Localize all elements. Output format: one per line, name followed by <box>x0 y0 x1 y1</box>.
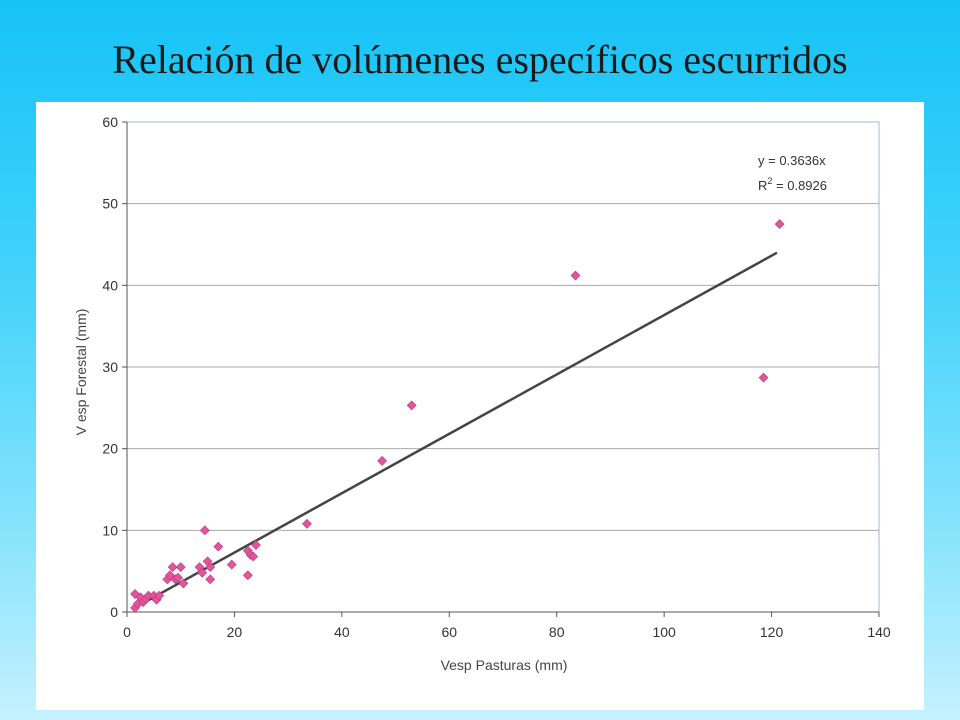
r-squared-superscript: 2 <box>767 176 772 186</box>
x-tick-label-20: 20 <box>227 624 243 640</box>
x-axis-title: Vesp Pasturas (mm) <box>441 657 568 673</box>
x-tick-label-0: 0 <box>123 624 131 640</box>
data-point-28 <box>248 551 259 562</box>
data-point-9 <box>154 590 165 601</box>
data-point-14 <box>173 572 183 583</box>
trendline-equation: y = 0.3636x <box>758 153 826 168</box>
data-point-16 <box>178 578 189 589</box>
y-tick-label-50: 50 <box>102 196 118 212</box>
y-tick-label-60: 60 <box>102 114 118 130</box>
data-point-19 <box>199 525 210 536</box>
y-tick-label-10: 10 <box>102 522 118 538</box>
data-point-15 <box>175 562 186 573</box>
y-tick-label-20: 20 <box>102 441 118 457</box>
data-point-32 <box>406 400 417 411</box>
data-point-34 <box>758 372 769 383</box>
scatter-chart: 0 10 20 30 40 50 60 0 20 40 60 80 100 120 140 Vesp Pa… <box>73 114 891 673</box>
y-tick-label-30: 30 <box>102 359 118 375</box>
y-axis-title: V esp Forestal (mm) <box>73 309 89 436</box>
data-point-29 <box>250 540 261 550</box>
trendline <box>134 251 778 609</box>
data-point-31 <box>377 455 388 466</box>
data-point-12 <box>167 562 178 573</box>
x-tick-label-100: 100 <box>652 624 676 640</box>
chart-panel: 0 10 20 30 40 50 60 0 20 40 60 80 100 120 140 Vesp Pa… <box>36 102 924 710</box>
data-point-25 <box>242 570 253 581</box>
r-squared-value: = 0.8926 <box>772 178 827 193</box>
x-tick-label-80: 80 <box>549 624 565 640</box>
slide-title: Relación de volúmenes específicos escurr… <box>112 37 848 82</box>
r-squared-prefix: R <box>758 178 767 193</box>
x-tick-label-60: 60 <box>441 624 457 640</box>
data-point-18 <box>197 567 208 578</box>
x-tick-label-140: 140 <box>867 624 891 640</box>
y-tick-label-40: 40 <box>102 277 118 293</box>
data-point-22 <box>205 562 216 573</box>
data-point-23 <box>213 541 224 552</box>
data-point-35 <box>774 219 785 230</box>
data-point-21 <box>205 574 216 585</box>
data-point-30 <box>302 518 312 529</box>
r-squared-label: R2 = 0.8926 <box>758 176 827 193</box>
x-tick-label-120: 120 <box>760 624 784 640</box>
x-tick-label-40: 40 <box>334 624 350 640</box>
data-point-11 <box>165 570 175 581</box>
data-point-33 <box>570 270 581 281</box>
y-tick-label-0: 0 <box>110 604 118 620</box>
data-point-24 <box>226 559 237 570</box>
